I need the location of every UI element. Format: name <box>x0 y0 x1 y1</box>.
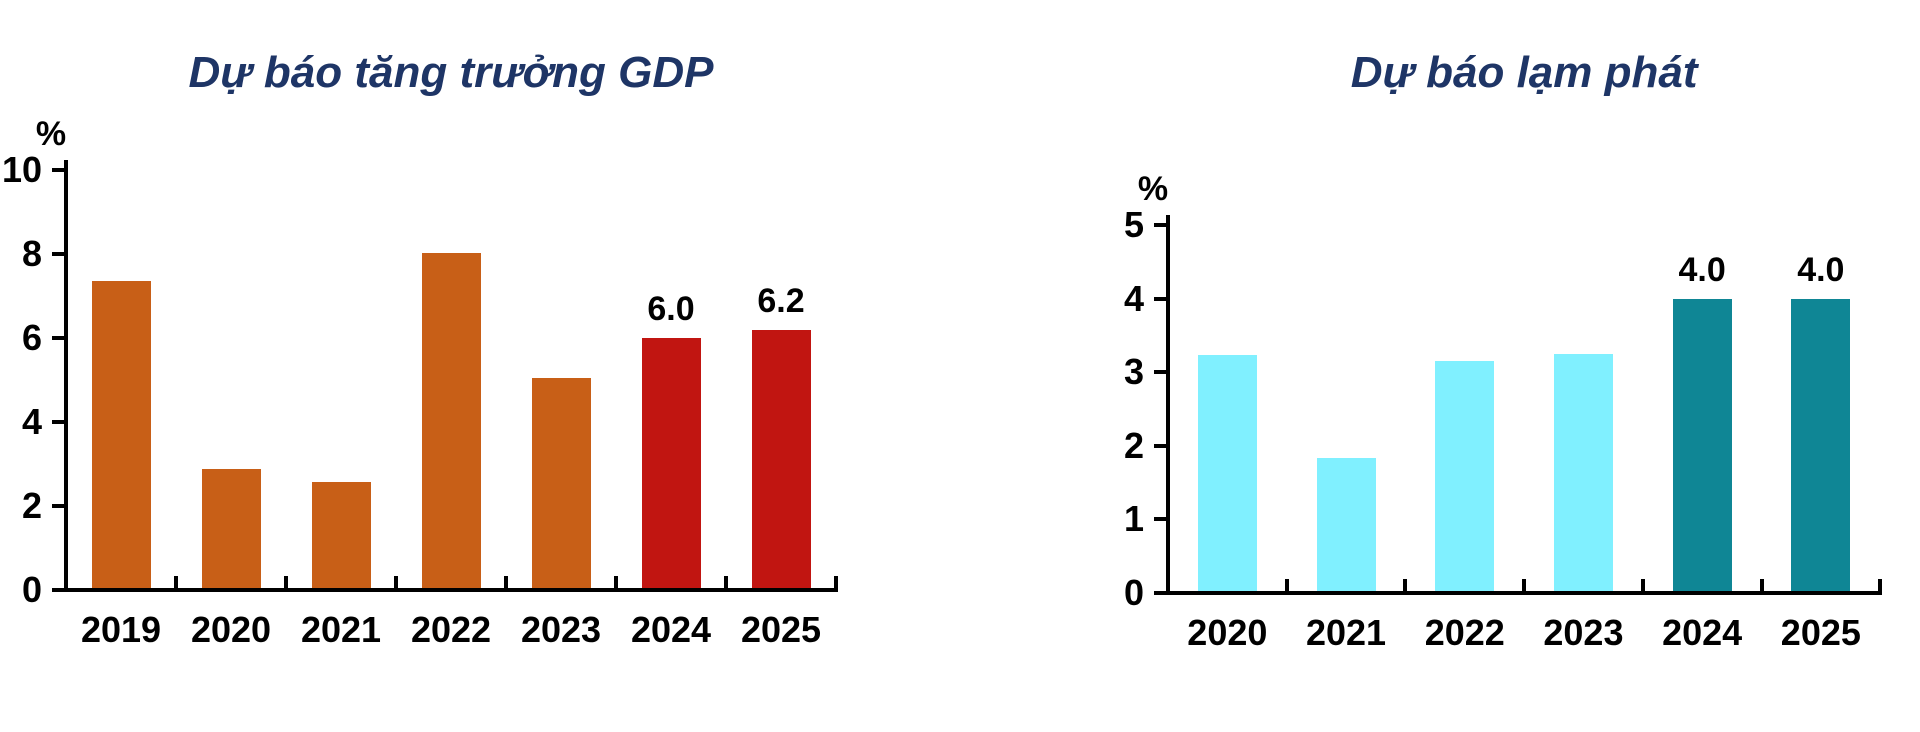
bar-2021 <box>1316 457 1376 593</box>
y-axis-tick <box>1154 517 1166 522</box>
bar-2022 <box>421 253 481 590</box>
x-axis-tick <box>1403 579 1408 591</box>
bar-2023 <box>531 377 591 590</box>
y-axis-tick <box>52 420 64 424</box>
x-axis-category-label: 2025 <box>1780 612 1861 653</box>
y-axis-tick-label: 2 <box>21 485 42 526</box>
x-axis-category-label: 2023 <box>1543 612 1624 653</box>
y-axis-tick-label: 4 <box>1123 277 1144 319</box>
x-axis-category-label: 2020 <box>190 609 272 650</box>
bar-2024 <box>641 338 701 590</box>
y-axis-tick <box>1154 223 1166 227</box>
y-axis-tick <box>52 504 64 508</box>
y-axis-tick <box>52 588 64 592</box>
x-axis-tick <box>614 576 618 588</box>
y-axis-tick-label: 6 <box>21 317 42 358</box>
x-axis-tick <box>1284 579 1289 591</box>
bar-2025 <box>1791 298 1851 593</box>
y-axis-unit-label: % <box>35 115 67 153</box>
x-axis-category-label: 2020 <box>1187 612 1268 653</box>
y-axis-tick-label: 2 <box>1123 424 1144 466</box>
bar-value-label: 6.0 <box>647 290 695 328</box>
x-axis-category-label: 2022 <box>410 609 492 650</box>
x-axis-tick <box>834 576 838 588</box>
y-axis-tick-label: 5 <box>1123 204 1144 245</box>
x-axis-tick <box>1640 579 1645 591</box>
chart-title: Dự báo lạm phát <box>1350 48 1698 97</box>
bar-2023 <box>1553 353 1613 593</box>
x-axis-category-label: 2021 <box>1305 612 1387 653</box>
y-axis-tick-label: 0 <box>21 569 42 610</box>
bar-2020 <box>201 469 261 590</box>
x-axis-tick <box>1878 579 1883 591</box>
x-axis-category-label: 2022 <box>1424 612 1505 653</box>
x-axis-tick <box>174 576 178 588</box>
y-axis-tick <box>1154 296 1166 301</box>
x-axis-category-label: 2024 <box>630 609 712 650</box>
bar-2020 <box>1197 355 1257 593</box>
y-axis-tick-label: 4 <box>21 401 42 442</box>
x-axis-category-label: 2025 <box>740 609 822 650</box>
x-axis-tick <box>504 576 508 588</box>
x-axis-category-label: 2024 <box>1662 612 1743 653</box>
chart-title: Dự báo tăng trưởng GDP <box>188 48 714 97</box>
y-axis-tick <box>1154 443 1166 448</box>
y-axis-tick <box>1154 591 1166 595</box>
bar-value-label: 6.2 <box>757 281 805 320</box>
bar-value-label: 4.0 <box>1678 250 1726 289</box>
y-axis-tick-label: 3 <box>1123 351 1144 393</box>
x-axis-category-label: 2019 <box>80 609 162 650</box>
y-axis-tick <box>1154 370 1166 375</box>
x-axis-line <box>64 588 838 592</box>
x-axis-category-label: 2021 <box>300 609 382 650</box>
y-axis-unit-label: % <box>1137 170 1169 208</box>
y-axis-tick-label: 0 <box>1123 572 1144 613</box>
bar-2025 <box>751 329 811 590</box>
bar-2024 <box>1672 298 1732 593</box>
x-axis-category-label: 2023 <box>520 609 602 650</box>
x-axis-tick <box>284 576 288 588</box>
y-axis-line <box>1166 215 1170 595</box>
x-axis-tick <box>394 576 398 588</box>
bar-value-label: 4.0 <box>1797 250 1845 289</box>
y-axis-tick <box>52 252 64 256</box>
y-axis-tick-label: 10 <box>1 149 42 190</box>
y-axis-tick-label: 1 <box>1123 498 1144 540</box>
y-axis-tick <box>52 168 64 172</box>
y-axis-line <box>64 160 68 592</box>
x-axis-line <box>1166 591 1883 595</box>
x-axis-tick <box>724 576 728 588</box>
x-axis-tick <box>1522 579 1527 591</box>
bar-2019 <box>91 280 151 590</box>
y-axis-tick <box>52 336 64 340</box>
y-axis-tick-label: 8 <box>21 233 42 274</box>
bar-2022 <box>1435 361 1495 593</box>
bar-2021 <box>311 482 371 590</box>
x-axis-tick <box>1759 579 1764 591</box>
